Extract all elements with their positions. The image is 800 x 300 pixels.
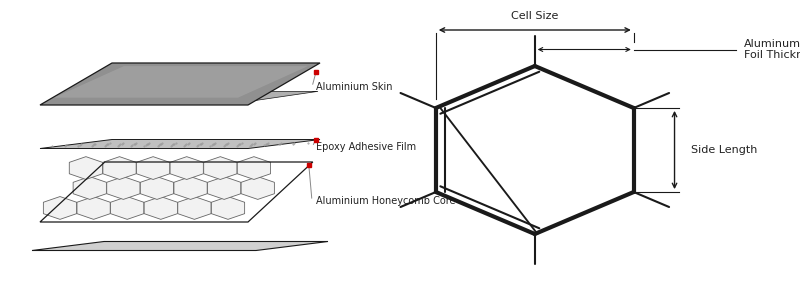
Polygon shape (70, 157, 102, 179)
Polygon shape (110, 196, 144, 219)
Text: Epoxy Adhesive Film: Epoxy Adhesive Film (316, 142, 416, 152)
Polygon shape (174, 177, 207, 200)
Text: Aluminium Skin: Aluminium Skin (316, 82, 393, 92)
Polygon shape (170, 157, 203, 179)
Polygon shape (144, 196, 178, 219)
Polygon shape (103, 157, 136, 179)
Polygon shape (32, 242, 328, 250)
Text: Aluminium Honeycomb Core: Aluminium Honeycomb Core (316, 196, 455, 206)
Polygon shape (77, 196, 110, 219)
Polygon shape (207, 177, 241, 200)
Polygon shape (211, 196, 245, 219)
Polygon shape (43, 196, 77, 219)
Polygon shape (46, 91, 318, 102)
Polygon shape (140, 177, 174, 200)
Text: Side Length: Side Length (691, 145, 758, 155)
Polygon shape (238, 157, 270, 179)
Polygon shape (204, 157, 237, 179)
Polygon shape (106, 177, 140, 200)
Polygon shape (54, 66, 308, 98)
Text: Cell Size: Cell Size (511, 11, 558, 21)
Polygon shape (178, 196, 211, 219)
Polygon shape (137, 157, 170, 179)
Polygon shape (241, 177, 274, 200)
Polygon shape (40, 140, 320, 148)
Text: Aluminum
Foil Thickness: Aluminum Foil Thickness (744, 39, 800, 60)
Polygon shape (73, 177, 106, 200)
Polygon shape (40, 63, 320, 105)
